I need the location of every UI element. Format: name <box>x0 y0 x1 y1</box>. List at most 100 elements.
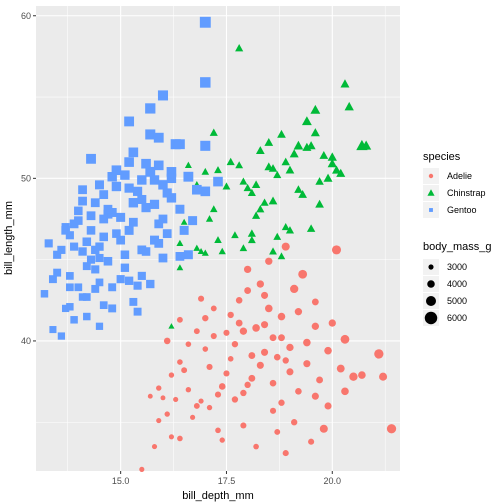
point-gentoo <box>162 229 172 239</box>
point-gentoo <box>146 279 155 289</box>
point-chinstrap <box>214 236 222 243</box>
point-chinstrap <box>260 198 269 206</box>
point-gentoo <box>166 167 177 177</box>
point-gentoo <box>86 211 96 221</box>
point-chinstrap <box>214 166 222 174</box>
point-chinstrap <box>298 190 308 198</box>
point-gentoo <box>120 263 130 272</box>
point-gentoo <box>49 326 57 334</box>
point-adelie <box>160 395 166 401</box>
point-chinstrap <box>231 231 239 239</box>
point-gentoo <box>99 190 109 199</box>
point-adelie <box>252 324 260 332</box>
point-gentoo <box>82 262 91 271</box>
point-chinstrap <box>176 264 184 271</box>
point-adelie <box>269 334 277 342</box>
point-chinstrap <box>218 247 226 255</box>
point-gentoo <box>141 158 151 169</box>
point-gentoo <box>95 242 104 251</box>
point-adelie <box>198 398 204 404</box>
point-adelie <box>286 368 294 376</box>
point-gentoo <box>44 239 53 248</box>
point-adelie <box>240 389 247 397</box>
size-legend-label: 4000 <box>447 279 467 289</box>
point-adelie <box>281 242 290 251</box>
point-gentoo <box>200 140 211 151</box>
point-adelie <box>163 337 171 345</box>
point-gentoo <box>213 176 223 187</box>
point-gentoo <box>145 166 156 177</box>
point-chinstrap <box>264 137 274 146</box>
point-gentoo <box>154 238 164 248</box>
point-gentoo <box>90 198 100 208</box>
point-adelie <box>248 352 256 359</box>
point-gentoo <box>48 275 57 284</box>
point-gentoo <box>141 203 151 213</box>
point-gentoo <box>124 276 134 285</box>
point-chinstrap <box>332 165 342 174</box>
point-gentoo <box>99 232 108 242</box>
point-gentoo <box>78 293 87 301</box>
point-chinstrap <box>256 204 265 213</box>
point-chinstrap <box>327 158 337 168</box>
point-chinstrap <box>255 146 265 155</box>
point-gentoo <box>82 293 91 301</box>
point-adelie <box>277 312 286 321</box>
point-chinstrap <box>168 323 175 329</box>
point-adelie <box>340 334 350 344</box>
point-chinstrap <box>176 239 184 247</box>
point-adelie <box>379 372 388 381</box>
point-adelie <box>274 429 281 435</box>
point-gentoo <box>116 235 126 245</box>
point-gentoo <box>57 332 66 340</box>
point-gentoo <box>116 275 125 284</box>
x-tick-label: 20.0 <box>324 476 342 486</box>
point-gentoo <box>57 245 66 254</box>
legend-key-gentoo <box>429 208 433 212</box>
point-chinstrap <box>247 236 256 244</box>
point-adelie <box>282 450 289 457</box>
point-gentoo <box>158 214 168 224</box>
y-tick-label: 40 <box>21 336 31 346</box>
size-legend-circle <box>428 264 434 270</box>
point-adelie <box>215 427 221 434</box>
point-gentoo <box>124 183 134 193</box>
point-adelie <box>231 396 239 403</box>
point-gentoo <box>70 242 79 251</box>
point-gentoo <box>145 129 156 140</box>
point-adelie <box>139 466 145 472</box>
point-adelie <box>173 396 179 403</box>
point-chinstrap <box>239 177 248 185</box>
point-gentoo <box>40 290 49 298</box>
point-adelie <box>324 346 332 355</box>
point-adelie <box>202 346 209 352</box>
point-gentoo <box>61 226 70 235</box>
point-gentoo <box>128 198 139 208</box>
point-adelie <box>261 321 269 329</box>
point-gentoo <box>78 185 87 195</box>
point-chinstrap <box>327 152 337 161</box>
x-tick-label: 15.0 <box>112 476 130 486</box>
point-chinstrap <box>285 165 295 174</box>
point-chinstrap <box>361 140 372 150</box>
point-gentoo <box>200 77 211 88</box>
point-gentoo <box>108 304 117 313</box>
point-gentoo <box>199 16 211 28</box>
point-gentoo <box>95 253 104 263</box>
point-gentoo <box>103 204 113 214</box>
point-chinstrap <box>273 232 282 240</box>
legend-key-chinstrap <box>427 189 435 196</box>
point-adelie <box>261 348 269 356</box>
point-adelie <box>341 387 349 396</box>
point-gentoo <box>149 199 160 209</box>
point-adelie <box>273 353 281 361</box>
legend-label-chinstrap: Chinstrap <box>447 188 486 198</box>
point-adelie <box>282 357 289 364</box>
point-gentoo <box>175 204 185 214</box>
point-gentoo <box>103 256 113 266</box>
legend-label-adelie: Adelie <box>447 171 472 181</box>
point-gentoo <box>153 132 164 143</box>
point-gentoo <box>137 194 147 204</box>
point-chinstrap <box>193 244 201 251</box>
